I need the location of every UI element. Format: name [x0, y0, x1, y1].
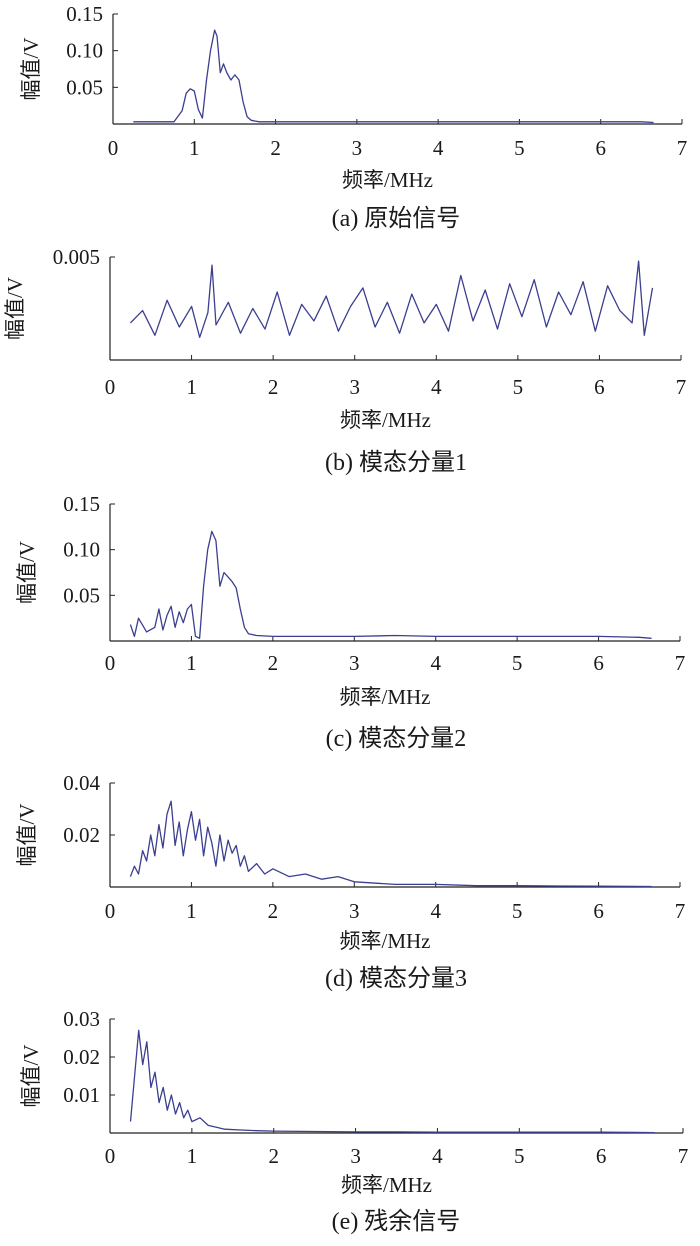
panel-b: 0 1 2 3 4 5 6 7 0.005 频率/MHz 幅值/V (b) 模态分量1	[3, 245, 686, 476]
x-tick-label: 0	[105, 899, 116, 923]
x-tick-label: 0	[108, 136, 119, 160]
y-tick-label: 0.05	[66, 75, 103, 99]
series-line	[129, 260, 654, 338]
x-tick-label: 7	[675, 651, 686, 675]
x-tick-label: 4	[430, 899, 441, 923]
y-tick-label: 0.01	[63, 1083, 100, 1107]
panel-c: 0 1 2 3 4 5 6 7 0.05 0.10 0.15 频率/MHz 幅值/V (c) 模态分量2	[15, 492, 685, 752]
x-tick-label: 6	[596, 1144, 607, 1168]
x-tick-label: 5	[512, 651, 523, 675]
x-tick-label: 6	[594, 375, 605, 399]
x-tick-label: 3	[352, 136, 363, 160]
panel-d: 0 1 2 3 4 5 6 7 0.02 0.04 频率/MHz 幅值/V (d) 模态分量3	[15, 771, 685, 992]
panel-caption: (e) 残余信号	[332, 1208, 461, 1235]
x-tick-label: 7	[676, 375, 687, 399]
series-line	[129, 800, 652, 888]
x-axis-label: 频率/MHz	[340, 408, 431, 432]
y-axis-label: 幅值/V	[19, 1045, 43, 1108]
x-tick-label: 4	[430, 651, 441, 675]
panel-caption: (c) 模态分量2	[326, 725, 467, 752]
series-line	[129, 530, 652, 639]
x-tick-label: 0	[105, 651, 116, 675]
x-tick-label: 3	[349, 899, 360, 923]
x-axis-label: 频率/MHz	[342, 168, 433, 192]
x-tick-label: 6	[595, 136, 606, 160]
panel-caption: (b) 模态分量1	[325, 449, 467, 476]
x-tick-label: 0	[105, 1144, 116, 1168]
x-tick-label: 0	[105, 375, 116, 399]
x-axis-label: 频率/MHz	[340, 685, 431, 709]
x-tick-label: 5	[513, 375, 524, 399]
x-tick-label: 1	[189, 136, 200, 160]
x-tick-label: 5	[514, 136, 525, 160]
x-tick-label: 5	[512, 899, 523, 923]
x-tick-label: 2	[268, 375, 279, 399]
x-tick-label: 3	[349, 651, 360, 675]
x-tick-label: 4	[431, 375, 442, 399]
x-tick-label: 7	[678, 1144, 689, 1168]
y-tick-label: 0.005	[53, 245, 100, 269]
y-tick-label: 0.10	[66, 39, 103, 63]
panel-a: 0 1 2 3 4 5 6 7 0.05 0.10 0.15 频率/MHz 幅值/V (a) 原始信号	[19, 2, 687, 232]
x-tick-label: 6	[593, 651, 604, 675]
panel-e: 0 1 2 3 4 5 6 7 0.01 0.02 0.03 频率/MHz 幅值/V (e) 残余信号	[19, 1007, 688, 1235]
x-tick-label: 7	[677, 136, 688, 160]
x-tick-label: 2	[270, 136, 281, 160]
x-tick-label: 1	[186, 899, 197, 923]
panel-caption: (d) 模态分量3	[325, 965, 467, 992]
x-axis-label: 频率/MHz	[341, 1173, 432, 1197]
x-tick-label: 3	[350, 1144, 361, 1168]
x-tick-label: 6	[593, 899, 604, 923]
x-tick-label: 1	[186, 375, 197, 399]
x-tick-label: 1	[187, 1144, 198, 1168]
y-axis-label: 幅值/V	[15, 804, 39, 867]
x-tick-label: 1	[186, 651, 197, 675]
x-tick-label: 4	[432, 1144, 443, 1168]
y-tick-label: 0.10	[63, 538, 100, 562]
y-tick-label: 0.15	[66, 2, 103, 26]
x-tick-label: 2	[268, 1144, 279, 1168]
series-line	[129, 1029, 655, 1134]
x-tick-label: 3	[349, 375, 360, 399]
x-tick-label: 4	[433, 136, 444, 160]
series-line	[133, 29, 654, 124]
y-tick-label: 0.02	[63, 823, 100, 847]
y-tick-label: 0.02	[63, 1045, 100, 1069]
panel-caption: (a) 原始信号	[332, 205, 461, 232]
y-tick-label: 0.05	[63, 583, 100, 607]
y-axis-label: 幅值/V	[3, 277, 27, 340]
x-axis-label: 频率/MHz	[340, 929, 431, 953]
y-axis-label: 幅值/V	[15, 541, 39, 604]
y-tick-label: 0.15	[63, 492, 100, 516]
x-tick-label: 5	[514, 1144, 525, 1168]
x-tick-label: 2	[268, 899, 279, 923]
x-tick-label: 7	[675, 899, 686, 923]
y-axis-label: 幅值/V	[19, 38, 43, 101]
y-tick-label: 0.03	[63, 1007, 100, 1031]
y-tick-label: 0.04	[63, 771, 100, 795]
x-tick-label: 2	[268, 651, 279, 675]
